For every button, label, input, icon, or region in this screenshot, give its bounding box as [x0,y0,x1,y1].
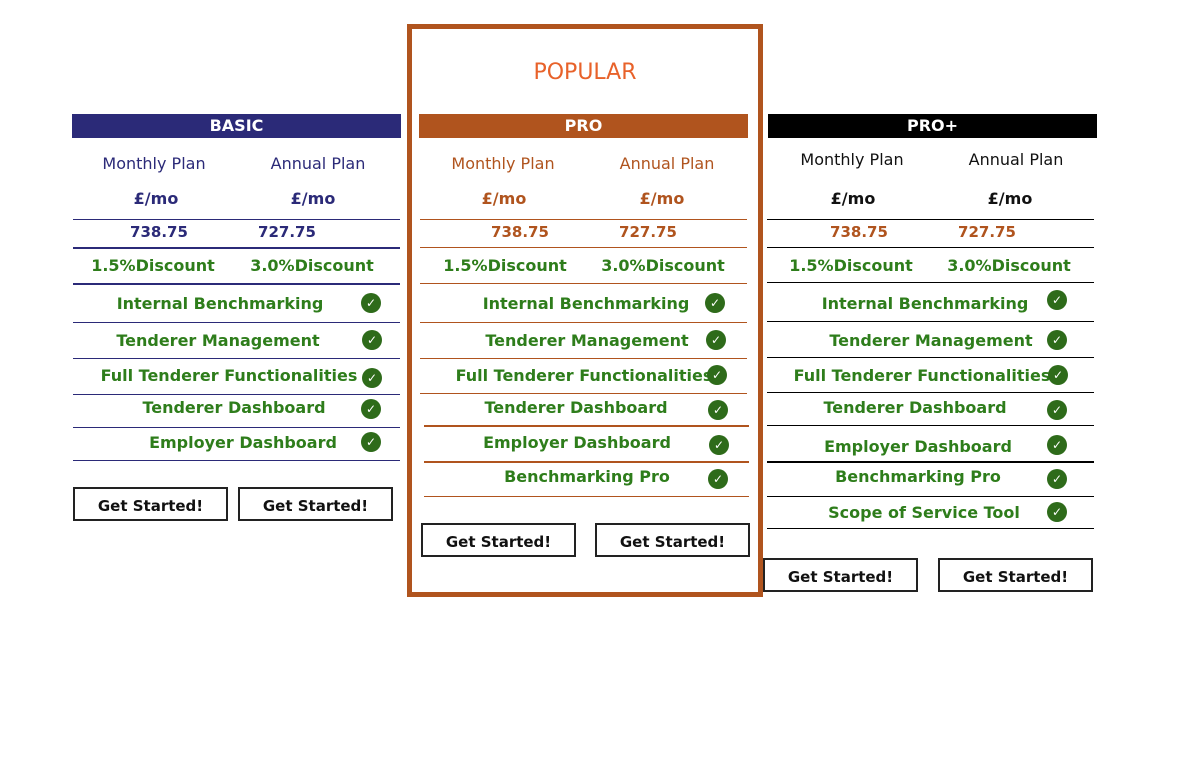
basic-divider [73,247,400,249]
basic-divider [73,394,400,395]
pro-divider [420,393,747,394]
pro-divider [424,461,749,463]
check-icon: ✓ [1047,330,1067,350]
proplus-monthly-unit: £/mo [830,189,876,208]
basic-divider [73,322,400,323]
basic-feature-label: Tenderer Management [116,331,320,350]
basic-feature-label: Full Tenderer Functionalities [100,366,358,385]
proplus-feature-label: Benchmarking Pro [835,467,1001,486]
proplus-divider [767,392,1094,393]
basic-monthly-price: 738.75 [130,223,188,241]
pro-divider [420,283,747,284]
basic-divider [73,219,400,220]
proplus-annual-get-started-button[interactable]: Get Started! [938,558,1093,592]
proplus-feature-label: Tenderer Dashboard [823,398,1007,417]
pro-annual-unit: £/mo [639,189,685,208]
proplus-annual-discount: 3.0%Discount [947,256,1071,275]
proplus-divider [767,425,1094,426]
popular-label: POPULAR [533,60,637,85]
pro-divider [420,322,747,323]
basic-monthly-get-started-button[interactable]: Get Started! [73,487,228,521]
check-icon: ✓ [1047,400,1067,420]
pro-monthly-get-started-button[interactable]: Get Started! [421,523,576,557]
basic-annual-price: 727.75 [258,223,316,241]
pro-divider [424,496,749,497]
proplus-divider [767,528,1094,529]
proplus-divider [767,321,1094,322]
pro-feature-label: Tenderer Dashboard [484,398,668,417]
pro-feature-label: Full Tenderer Functionalities [455,366,713,385]
proplus-feature-label: Full Tenderer Functionalities [793,366,1051,385]
proplus-divider [767,357,1094,358]
basic-monthly-plan-label: Monthly Plan [102,154,206,173]
pro-annual-discount: 3.0%Discount [601,256,725,275]
proplus-title: PRO+ [768,114,1097,138]
check-icon: ✓ [361,399,381,419]
proplus-monthly-plan-label: Monthly Plan [800,150,904,169]
proplus-feature-label: Internal Benchmarking [821,294,1029,313]
basic-monthly-discount: 1.5%Discount [91,256,215,275]
check-icon: ✓ [362,330,382,350]
popular-frame [407,24,763,597]
proplus-monthly-discount: 1.5%Discount [789,256,913,275]
pro-feature-label: Employer Dashboard [483,433,671,452]
basic-divider [73,460,400,461]
check-icon: ✓ [1047,469,1067,489]
basic-divider [73,427,400,428]
proplus-monthly-get-started-button[interactable]: Get Started! [763,558,918,592]
pro-divider [424,425,749,427]
check-icon: ✓ [1047,502,1067,522]
check-icon: ✓ [709,435,729,455]
basic-title: BASIC [72,114,401,138]
pro-monthly-plan-label: Monthly Plan [451,154,555,173]
basic-annual-get-started-button[interactable]: Get Started! [238,487,393,521]
pro-monthly-price: 738.75 [491,223,549,241]
proplus-feature-label: Scope of Service Tool [828,503,1020,522]
pro-divider [420,358,747,359]
proplus-annual-plan-label: Annual Plan [968,150,1064,169]
proplus-annual-price: 727.75 [958,223,1016,241]
pro-monthly-discount: 1.5%Discount [443,256,567,275]
proplus-annual-unit: £/mo [987,189,1033,208]
check-icon: ✓ [1047,290,1067,310]
basic-feature-label: Tenderer Dashboard [142,398,326,417]
pro-annual-price: 727.75 [619,223,677,241]
basic-divider [73,283,400,285]
pro-divider [420,219,747,220]
basic-annual-plan-label: Annual Plan [270,154,366,173]
check-icon: ✓ [1047,435,1067,455]
basic-feature-label: Internal Benchmarking [116,294,324,313]
check-icon: ✓ [708,400,728,420]
proplus-divider [767,461,1094,463]
check-icon: ✓ [361,432,381,452]
pro-feature-label: Tenderer Management [485,331,689,350]
basic-annual-unit: £/mo [290,189,336,208]
check-icon: ✓ [362,368,382,388]
basic-feature-label: Employer Dashboard [149,433,337,452]
check-icon: ✓ [707,365,727,385]
check-icon: ✓ [1048,365,1068,385]
check-icon: ✓ [706,330,726,350]
check-icon: ✓ [708,469,728,489]
check-icon: ✓ [361,293,381,313]
proplus-divider [767,282,1094,283]
proplus-divider [767,219,1094,220]
basic-divider [73,358,400,359]
check-icon: ✓ [705,293,725,313]
proplus-feature-label: Tenderer Management [829,331,1033,350]
pro-title: PRO [419,114,748,138]
pro-monthly-unit: £/mo [481,189,527,208]
pro-feature-label: Internal Benchmarking [482,294,690,313]
proplus-monthly-price: 738.75 [830,223,888,241]
proplus-divider [767,496,1094,497]
pro-feature-label: Benchmarking Pro [504,467,670,486]
pro-annual-plan-label: Annual Plan [619,154,715,173]
proplus-divider [767,247,1094,248]
pro-annual-get-started-button[interactable]: Get Started! [595,523,750,557]
basic-monthly-unit: £/mo [133,189,179,208]
basic-annual-discount: 3.0%Discount [250,256,374,275]
pro-divider [420,247,747,248]
proplus-feature-label: Employer Dashboard [824,437,1012,456]
